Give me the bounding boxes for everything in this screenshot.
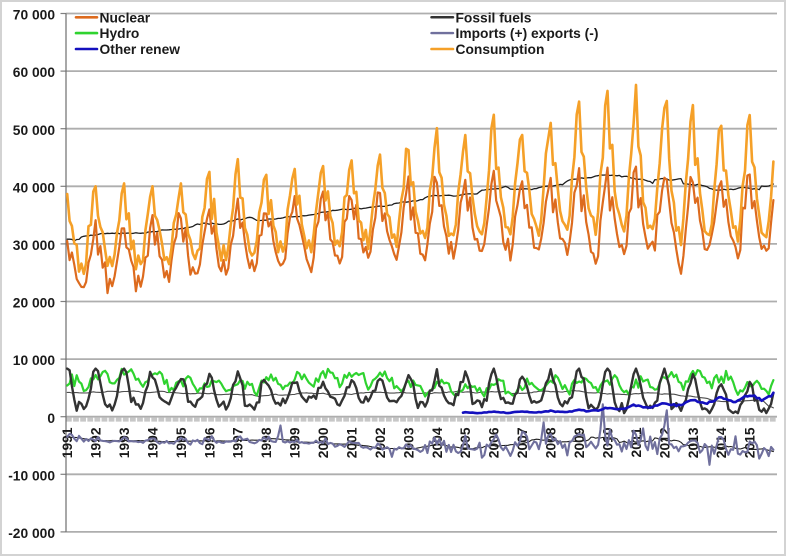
svg-text:10 000: 10 000: [13, 353, 56, 368]
svg-text:-20 000: -20 000: [8, 526, 55, 541]
svg-text:Imports (+) exports (-): Imports (+) exports (-): [456, 26, 599, 41]
svg-text:Consumption: Consumption: [456, 42, 545, 57]
svg-text:20 000: 20 000: [13, 296, 56, 311]
svg-text:2002: 2002: [373, 427, 388, 458]
svg-text:2013: 2013: [686, 427, 701, 458]
svg-text:0: 0: [47, 411, 55, 426]
svg-text:70 000: 70 000: [13, 8, 56, 23]
svg-text:1995: 1995: [174, 427, 189, 458]
svg-text:Fossil fuels: Fossil fuels: [456, 10, 532, 25]
svg-text:1998: 1998: [259, 427, 274, 458]
svg-text:40 000: 40 000: [13, 180, 56, 195]
svg-text:1992: 1992: [89, 427, 104, 458]
svg-text:1991: 1991: [60, 427, 75, 458]
svg-text:1996: 1996: [202, 427, 217, 458]
svg-text:2006: 2006: [487, 427, 502, 458]
svg-text:30 000: 30 000: [13, 238, 56, 253]
svg-text:1993: 1993: [117, 427, 132, 458]
svg-text:Nuclear: Nuclear: [100, 10, 151, 25]
svg-text:50 000: 50 000: [13, 123, 56, 138]
svg-text:Other renew: Other renew: [100, 42, 181, 57]
svg-text:-10 000: -10 000: [8, 468, 55, 483]
svg-text:2014: 2014: [714, 427, 729, 458]
svg-text:1994: 1994: [145, 427, 160, 458]
svg-text:Hydro: Hydro: [100, 26, 140, 41]
svg-text:1997: 1997: [231, 427, 246, 458]
svg-text:2003: 2003: [401, 427, 416, 458]
svg-text:2008: 2008: [544, 427, 559, 458]
svg-text:60 000: 60 000: [13, 65, 56, 80]
